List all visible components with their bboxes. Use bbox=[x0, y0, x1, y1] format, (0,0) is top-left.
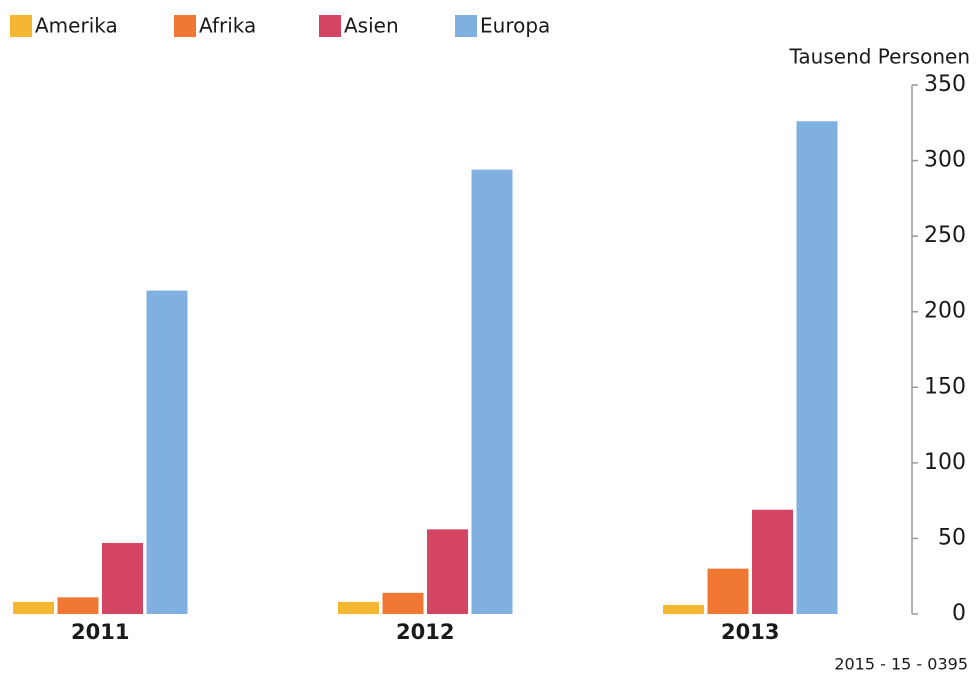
bar bbox=[752, 509, 793, 614]
y-tick-label: 300 bbox=[924, 148, 966, 173]
bar bbox=[663, 604, 704, 614]
bar bbox=[57, 597, 99, 614]
bar bbox=[13, 601, 54, 614]
bar bbox=[796, 121, 838, 614]
y-tick-label: 0 bbox=[952, 601, 966, 626]
legend-swatch bbox=[10, 15, 32, 37]
bar bbox=[471, 169, 513, 614]
legend-swatch bbox=[174, 15, 196, 37]
y-tick-label: 100 bbox=[924, 450, 966, 475]
legend-swatch bbox=[455, 15, 477, 37]
bar bbox=[707, 568, 749, 614]
y-tick-label: 350 bbox=[924, 72, 966, 97]
bar bbox=[338, 601, 379, 614]
y-tick-label: 200 bbox=[924, 299, 966, 324]
bar bbox=[102, 542, 143, 614]
legend-label: Asien bbox=[344, 14, 399, 38]
source-note: 2015 - 15 - 0395 bbox=[834, 655, 968, 674]
x-tick-label: 2013 bbox=[721, 620, 779, 644]
legend-swatch bbox=[319, 15, 341, 37]
y-tick-label: 250 bbox=[924, 223, 966, 248]
legend-label: Amerika bbox=[35, 14, 118, 38]
bar bbox=[427, 529, 468, 614]
axis-title: Tausend Personen bbox=[789, 45, 970, 69]
bar bbox=[382, 592, 424, 614]
bar bbox=[146, 290, 188, 614]
legend-label: Afrika bbox=[199, 14, 256, 38]
legend-label: Europa bbox=[480, 14, 550, 38]
x-tick-label: 2011 bbox=[71, 620, 129, 644]
y-tick-label: 150 bbox=[924, 374, 966, 399]
x-tick-label: 2012 bbox=[396, 620, 454, 644]
y-tick-label: 50 bbox=[938, 525, 966, 550]
